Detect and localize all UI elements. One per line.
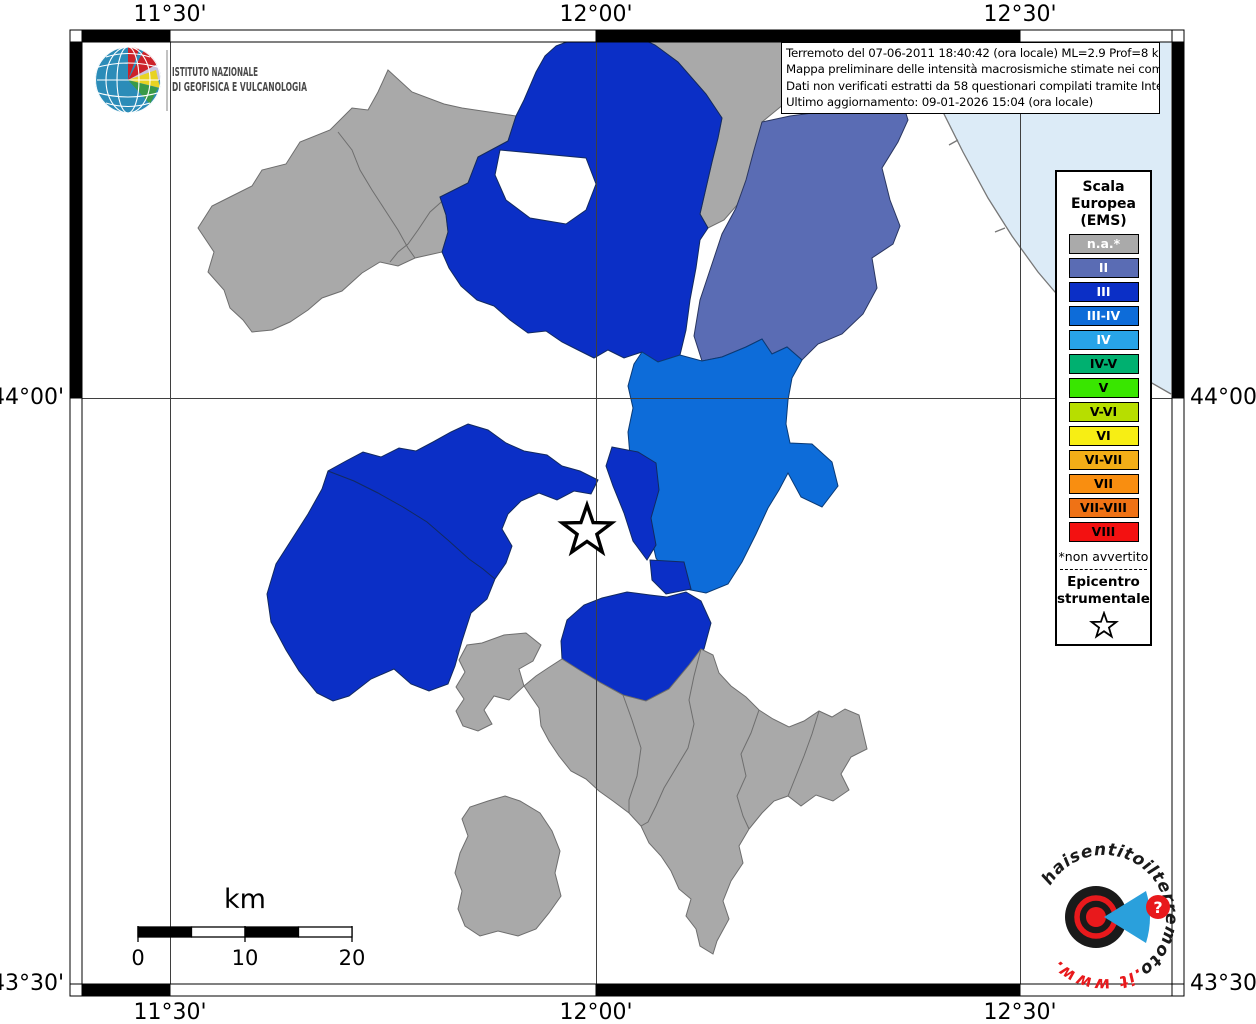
axis-top-lon-3: 12°30' bbox=[983, 2, 1057, 27]
region-intensity-iii-small bbox=[649, 559, 692, 595]
region-intensity-iii-north bbox=[439, 35, 723, 363]
scale-bar-tick-20: 20 bbox=[338, 946, 366, 970]
region-not-rated-south-borders bbox=[622, 648, 820, 830]
legend-item-vii-viii: VII-VIII bbox=[1068, 498, 1139, 518]
legend-item-iii: III bbox=[1068, 282, 1139, 302]
legend-title-line2: Europea bbox=[1070, 196, 1137, 212]
scale-bar-tick-10: 10 bbox=[231, 946, 259, 970]
region-not-rated-south-main bbox=[523, 648, 868, 955]
legend-separator bbox=[1060, 569, 1147, 570]
epicenter-star bbox=[557, 499, 617, 557]
legend-item-iv-v: IV-V bbox=[1068, 354, 1139, 374]
haisentito-cone-icon bbox=[1104, 891, 1150, 943]
region-intensity-iii-west bbox=[266, 423, 599, 702]
region-not-rated-south-lobe bbox=[455, 632, 542, 732]
legend-item-viii: VIII bbox=[1068, 522, 1139, 542]
scale-bar-tick-0: 0 bbox=[131, 946, 145, 970]
axis-bottom-lon-3: 12°30' bbox=[983, 1000, 1057, 1024]
legend-item-v: V bbox=[1068, 378, 1139, 398]
legend-epicenter-line1: Epicentro bbox=[1067, 574, 1140, 590]
legend-footnote: *non avvertito bbox=[1058, 549, 1149, 564]
axis-bottom-lon-2: 12°00' bbox=[559, 1000, 633, 1024]
ems-scale-legend: Scala Europea (EMS) n.a.* II III III-IV … bbox=[1055, 170, 1152, 646]
legend-item-iii-iv: III-IV bbox=[1068, 306, 1139, 326]
legend-item-vii: VII bbox=[1068, 474, 1139, 494]
haisentito-bullseye-center bbox=[1086, 907, 1106, 927]
axis-bottom-lon-1: 11°30' bbox=[133, 1000, 207, 1024]
legend-title-line1: Scala bbox=[1082, 179, 1125, 195]
legend-title-line3: (EMS) bbox=[1080, 213, 1127, 229]
legend-item-v-vi: V-VI bbox=[1068, 402, 1139, 422]
legend-item-vi-vii: VI-VII bbox=[1068, 450, 1139, 470]
haisentito-question-mark: ? bbox=[1153, 898, 1162, 917]
info-line-source: Dati non verificati estratti da 58 quest… bbox=[786, 78, 1160, 93]
scale-bar bbox=[137, 926, 353, 942]
earthquake-info-box: Terremoto del 07-06-2011 18:40:42 (ora l… bbox=[781, 42, 1160, 114]
info-line-updated: Ultimo aggiornamento: 09-01-2026 15:04 (… bbox=[786, 95, 1093, 110]
legend-item-ii: II bbox=[1068, 258, 1139, 278]
axis-top-lon-1: 11°30' bbox=[133, 2, 207, 27]
scale-bar-unit: km bbox=[224, 884, 266, 915]
axis-right-lat-1: 44°00' bbox=[1190, 385, 1256, 410]
ingv-logo: ISTITUTO NAZIONALE DI GEOFISICA E VULCAN… bbox=[95, 47, 307, 113]
legend-item-na: n.a.* bbox=[1068, 234, 1139, 254]
info-line-event: Terremoto del 07-06-2011 18:40:42 (ora l… bbox=[786, 46, 1160, 60]
axis-left-lat-1: 44°00' bbox=[0, 385, 64, 410]
legend-epicenter-star-icon bbox=[1088, 610, 1119, 639]
region-not-rated-southwest bbox=[454, 795, 562, 937]
legend-epicenter-line2: strumentale bbox=[1057, 591, 1150, 607]
axis-top-lon-2: 12°00' bbox=[559, 2, 633, 27]
ingv-name-line1: ISTITUTO NAZIONALE bbox=[172, 65, 258, 79]
legend-item-vi: VI bbox=[1068, 426, 1139, 446]
axis-left-lat-2: 43°30' bbox=[0, 971, 64, 996]
axis-right-lat-2: 43°30' bbox=[1190, 971, 1256, 996]
coast-river-marks bbox=[948, 139, 1006, 233]
ingv-name-line2: DI GEOFISICA E VULCANOLOGIA bbox=[172, 80, 307, 94]
legend-item-iv: IV bbox=[1068, 330, 1139, 350]
info-line-maptype: Mappa preliminare delle intensità macros… bbox=[786, 62, 1160, 77]
haisentito-question-badge bbox=[1146, 895, 1170, 919]
region-intensity-iii-west-border bbox=[327, 470, 496, 580]
graticule-lines bbox=[82, 42, 1172, 984]
map-neatline-frame bbox=[69, 29, 1185, 997]
region-intensity-iii-strip bbox=[605, 446, 660, 561]
